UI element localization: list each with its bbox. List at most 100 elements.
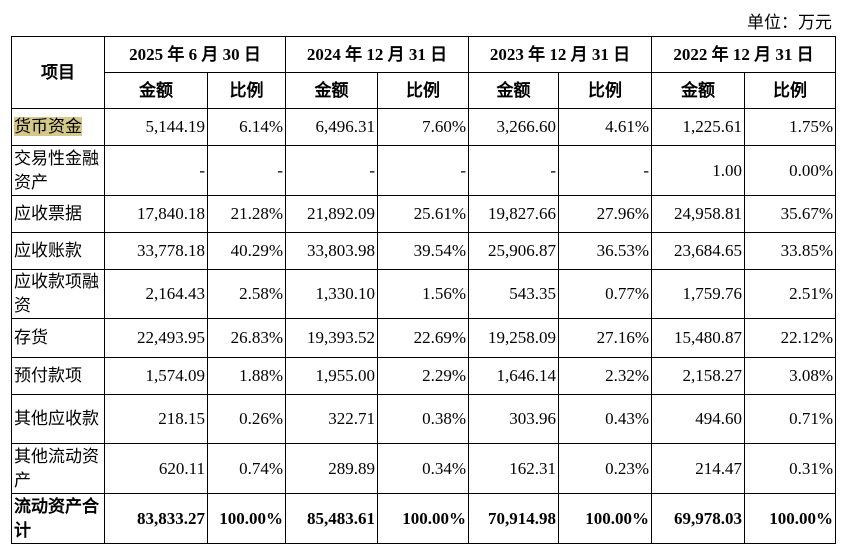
row-label: 应收账款 [14,241,82,260]
header-ratio: 比例 [377,72,469,109]
ratio-cell: 4.61% [558,108,652,146]
amount-cell: 2,158.27 [651,357,745,395]
row-label: 其他流动资产 [14,446,99,490]
current-assets-table: 项目 2025 年 6 月 30 日 2024 年 12 月 31 日 2023… [11,36,836,544]
header-period: 2023 年 12 月 31 日 [468,36,652,73]
row-label-cell: 存货 [11,318,105,358]
amount-cell: 1,759.76 [651,269,745,319]
ratio-cell: - [558,145,652,196]
amount-cell: 2,164.43 [104,269,208,319]
amount-cell: 5,144.19 [104,108,208,146]
amount-cell: 543.35 [468,269,559,319]
header-amount: 金额 [285,72,378,109]
row-label: 交易性金融资产 [14,148,99,192]
ratio-cell: 0.71% [744,394,836,444]
header-amount: 金额 [104,72,208,109]
ratio-cell: 21.28% [207,195,286,233]
table-row: 其他流动资产 620.11 0.74% 289.89 0.34% 162.31 0.23% 2… [11,443,836,494]
amount-cell: 25,906.87 [468,232,559,270]
ratio-cell: 0.74% [207,443,286,494]
ratio-cell: 1.75% [744,108,836,146]
ratio-cell: 100.00% [744,493,836,544]
amount-cell: 17,840.18 [104,195,208,233]
ratio-cell: - [207,145,286,196]
row-label: 预付款项 [14,366,82,385]
row-label: 应收票据 [14,204,82,223]
row-label-cell: 交易性金融资产 [11,145,105,196]
ratio-cell: 27.96% [558,195,652,233]
ratio-cell: 0.26% [207,394,286,444]
amount-cell: 33,778.18 [104,232,208,270]
amount-cell: 303.96 [468,394,559,444]
amount-cell: 24,958.81 [651,195,745,233]
row-label-cell: 应收票据 [11,195,105,233]
ratio-cell: 22.12% [744,318,836,358]
ratio-cell: 0.31% [744,443,836,494]
header-amount: 金额 [468,72,559,109]
amount-cell: 15,480.87 [651,318,745,358]
amount-cell: - [104,145,208,196]
ratio-cell: 1.56% [377,269,469,319]
amount-cell: 1,646.14 [468,357,559,395]
ratio-cell: 0.38% [377,394,469,444]
ratio-cell: 39.54% [377,232,469,270]
row-label: 流动资产合计 [14,496,99,540]
amount-cell: 22,493.95 [104,318,208,358]
ratio-cell: 100.00% [377,493,469,544]
amount-cell: 3,266.60 [468,108,559,146]
ratio-cell: 22.69% [377,318,469,358]
amount-cell: 19,258.09 [468,318,559,358]
header-row-periods: 项目 2025 年 6 月 30 日 2024 年 12 月 31 日 2023… [11,36,836,109]
amount-cell: 494.60 [651,394,745,444]
amount-cell: 21,892.09 [285,195,378,233]
amount-cell: - [285,145,378,196]
ratio-cell: 3.08% [744,357,836,395]
ratio-cell: 27.16% [558,318,652,358]
ratio-cell: 0.23% [558,443,652,494]
ratio-cell: 0.43% [558,394,652,444]
table-row: 应收款项融资 2,164.43 2.58% 1,330.10 1.56% 543.35 0.… [11,269,836,319]
header-ratio: 比例 [207,72,286,109]
ratio-cell: 100.00% [207,493,286,544]
table-row: 其他应收款 218.15 0.26% 322.71 0.38% 303.96 0.43% 49… [11,394,836,444]
table-row: 交易性金融资产 - - - - - -1.00 0.00% [11,145,836,196]
amount-cell: 1,330.10 [285,269,378,319]
amount-cell: 33,803.98 [285,232,378,270]
amount-cell: 19,393.52 [285,318,378,358]
row-label-cell: 应收账款 [11,232,105,270]
ratio-cell: 0.00% [744,145,836,196]
ratio-cell: 100.00% [558,493,652,544]
amount-cell: 1,225.61 [651,108,745,146]
header-period: 2024 年 12 月 31 日 [285,36,469,73]
ratio-cell: 0.34% [377,443,469,494]
ratio-cell: 6.14% [207,108,286,146]
ratio-cell: 33.85% [744,232,836,270]
ratio-cell: 2.58% [207,269,286,319]
row-label: 应收款项融资 [14,272,99,315]
table-row: 预付款项 1,574.09 1.88% 1,955.00 2.29% 1,646.14 2.… [11,357,836,395]
table-row: 存货 22,493.95 26.83% 19,393.52 22.69% 19,258.0… [11,318,836,358]
ratio-cell: 36.53% [558,232,652,270]
ratio-cell: 25.61% [377,195,469,233]
amount-cell: 322.71 [285,394,378,444]
header-item: 项目 [11,36,105,109]
amount-cell: 70,914.98 [468,493,559,544]
row-label-cell: 其他流动资产 [11,443,105,494]
row-label-cell: 应收款项融资 [11,269,105,319]
ratio-cell: 2.29% [377,357,469,395]
row-label-cell: 预付款项 [11,357,105,395]
header-period: 2022 年 12 月 31 日 [651,36,836,73]
row-label: 货币资金 [14,117,82,136]
row-label: 存货 [14,328,48,347]
amount-cell: 69,978.03 [651,493,745,544]
amount-cell: 85,483.61 [285,493,378,544]
amount-cell: 6,496.31 [285,108,378,146]
amount-cell: 162.31 [468,443,559,494]
row-label-cell: 货币资金 [11,108,105,146]
ratio-cell: 2.51% [744,269,836,319]
amount-cell: 620.11 [104,443,208,494]
ratio-cell: 35.67% [744,195,836,233]
row-label: 其他应收款 [14,409,99,428]
ratio-cell: 40.29% [207,232,286,270]
amount-cell: - [468,145,559,196]
